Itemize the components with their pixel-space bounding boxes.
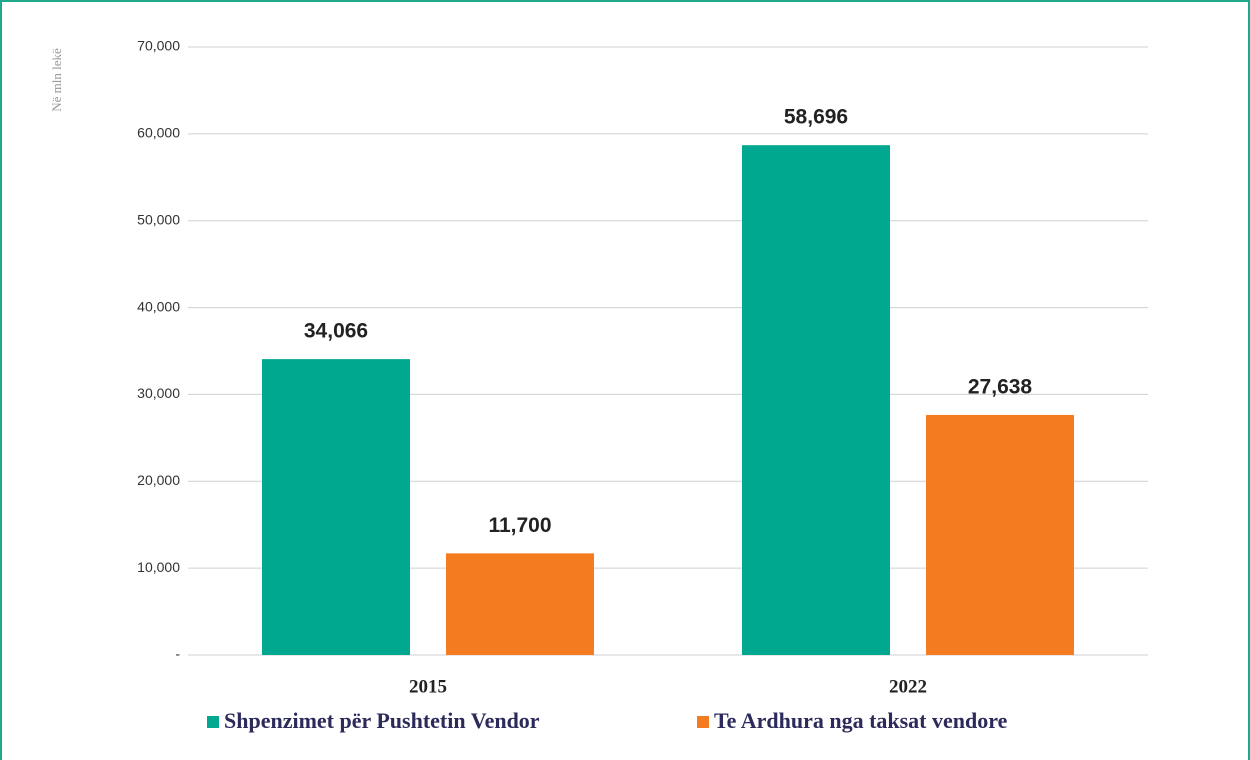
- data-label: 34,066: [304, 320, 368, 343]
- data-label: 27,638: [968, 375, 1033, 398]
- y-tick-label: 30,000: [137, 385, 180, 401]
- y-tick-label: 50,000: [137, 211, 180, 227]
- y-tick-label: 10,000: [137, 559, 180, 575]
- legend-swatch: [207, 716, 219, 728]
- bar: [926, 414, 1074, 655]
- y-tick-label: -: [175, 646, 180, 662]
- bar: [742, 145, 890, 655]
- legend-swatch: [697, 716, 709, 728]
- bar: [446, 553, 594, 655]
- x-tick-label: 2022: [889, 676, 927, 697]
- y-axis-label: Në mln lekë: [49, 48, 64, 112]
- bar: [262, 359, 410, 655]
- y-tick-label: 20,000: [137, 472, 180, 488]
- y-tick-label: 40,000: [137, 298, 180, 314]
- x-tick-label: 2015: [409, 676, 447, 697]
- legend-label: Te Ardhura nga taksat vendore: [714, 708, 1008, 733]
- y-tick-label: 70,000: [137, 38, 180, 54]
- data-label: 58,696: [784, 106, 848, 129]
- data-label: 11,700: [488, 514, 551, 537]
- legend-label: Shpenzimet për Pushtetin Vendor: [224, 708, 540, 733]
- y-tick-label: 60,000: [137, 125, 180, 141]
